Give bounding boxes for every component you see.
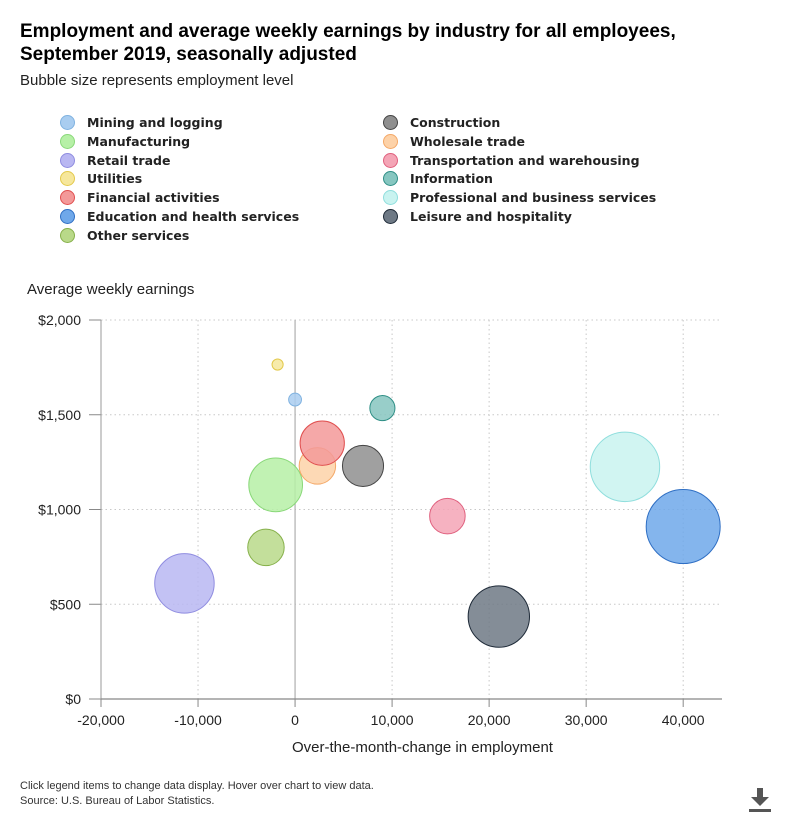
legend-label: Utilities — [87, 171, 143, 187]
legend-item-information[interactable]: Information — [383, 169, 493, 188]
legend-label: Other services — [87, 227, 190, 243]
bubble-chart[interactable]: Average weekly earnings $0 $500 $1,000 $1,50… — [0, 270, 794, 770]
bubble-leisure-and-hospitality[interactable] — [467, 585, 531, 648]
x-tick-label: 20,000 — [468, 712, 511, 728]
legend-item-construction[interactable]: Construction — [383, 113, 500, 132]
legend-swatch — [60, 171, 75, 187]
legend-label: Mining and logging — [87, 115, 223, 130]
bubble-professional-and-business-services[interactable] — [589, 431, 661, 503]
legend-item-financial-activities[interactable]: Financial activities — [60, 188, 220, 207]
bubble-utilities[interactable] — [271, 358, 284, 371]
legend-label: Education and health services — [87, 209, 300, 224]
legend-item-retail-trade[interactable]: Retail trade — [60, 151, 170, 170]
x-axis-label: Over-the-month-change in employment — [292, 739, 554, 756]
legend-swatch — [60, 190, 75, 206]
chart-title-line2: September 2019, seasonally adjusted — [20, 44, 357, 65]
legend-label: Wholesale trade — [410, 133, 526, 149]
chart-subtitle: Bubble size represents employment level — [20, 72, 294, 89]
legend-item-manufacturing[interactable]: Manufacturing — [60, 132, 190, 151]
x-tick-label: 40,000 — [662, 712, 705, 728]
y-tick-label: $500 — [50, 596, 81, 612]
y-tick-label: $2,000 — [38, 312, 81, 328]
footer-instructions: Click legend items to change data displa… — [20, 780, 374, 792]
legend-label: Construction — [410, 115, 501, 130]
bubble-construction[interactable] — [341, 444, 385, 487]
legend-item-mining-and-logging[interactable]: Mining and logging — [60, 113, 223, 132]
legend-swatch — [383, 171, 398, 187]
bubble-information[interactable] — [369, 395, 396, 422]
legend-item-professional-and-business-services[interactable]: Professional and business services — [383, 188, 656, 207]
x-tick-label: 0 — [291, 712, 299, 728]
legend-label: Financial activities — [87, 190, 220, 206]
legend-swatch — [383, 190, 398, 206]
footer-source: Source: U.S. Bureau of Labor Statistics. — [20, 795, 215, 807]
legend-swatch — [60, 133, 75, 149]
y-axis-label: Average weekly earnings — [27, 281, 194, 298]
legend-swatch — [383, 133, 398, 149]
y-tick-label: $1,500 — [38, 407, 81, 423]
x-tick-label: 10,000 — [371, 712, 414, 728]
bubble-financial-activities[interactable] — [299, 420, 345, 466]
legend-swatch — [383, 115, 398, 130]
bubble-education-and-health-services[interactable] — [645, 489, 721, 565]
bubble-mining-and-logging[interactable] — [288, 392, 302, 407]
legend-swatch — [383, 209, 398, 224]
bubble-other-services[interactable] — [247, 528, 285, 567]
legend-label: Professional and business services — [410, 190, 657, 206]
legend-label: Transportation and warehousing — [410, 152, 640, 168]
download-icon[interactable] — [748, 787, 772, 813]
legend-item-utilities[interactable]: Utilities — [60, 169, 142, 188]
legend-swatch — [60, 115, 75, 130]
chart-title: Employment and average weekly earnings b… — [20, 20, 720, 66]
y-tick-label: $0 — [65, 691, 81, 707]
bubble-transportation-and-warehousing[interactable] — [429, 497, 466, 535]
x-tick-label: 30,000 — [565, 712, 608, 728]
legend-swatch — [60, 152, 75, 168]
footer-notes: Click legend items to change data displa… — [20, 779, 374, 809]
bubble-retail-trade[interactable] — [154, 553, 215, 614]
legend-item-other-services[interactable]: Other services — [60, 226, 189, 245]
legend-item-wholesale-trade[interactable]: Wholesale trade — [383, 132, 525, 151]
legend-swatch — [383, 152, 398, 168]
chart-title-line1: Employment and average weekly earnings b… — [20, 21, 676, 42]
bubble-manufacturing[interactable] — [248, 457, 304, 513]
legend-label: Retail trade — [87, 152, 171, 168]
legend-swatch — [60, 209, 75, 224]
legend-item-education-and-health-services[interactable]: Education and health services — [60, 207, 299, 226]
legend-item-leisure-and-hospitality[interactable]: Leisure and hospitality — [383, 207, 572, 226]
legend-label: Information — [410, 171, 493, 187]
legend-label: Leisure and hospitality — [410, 209, 572, 224]
y-tick-label: $1,000 — [38, 502, 81, 518]
legend-item-transportation-and-warehousing[interactable]: Transportation and warehousing — [383, 151, 640, 170]
x-tick-label: -20,000 — [77, 712, 125, 728]
x-tick-label: -10,000 — [174, 712, 222, 728]
legend-label: Manufacturing — [87, 133, 191, 149]
legend-swatch — [60, 227, 75, 243]
